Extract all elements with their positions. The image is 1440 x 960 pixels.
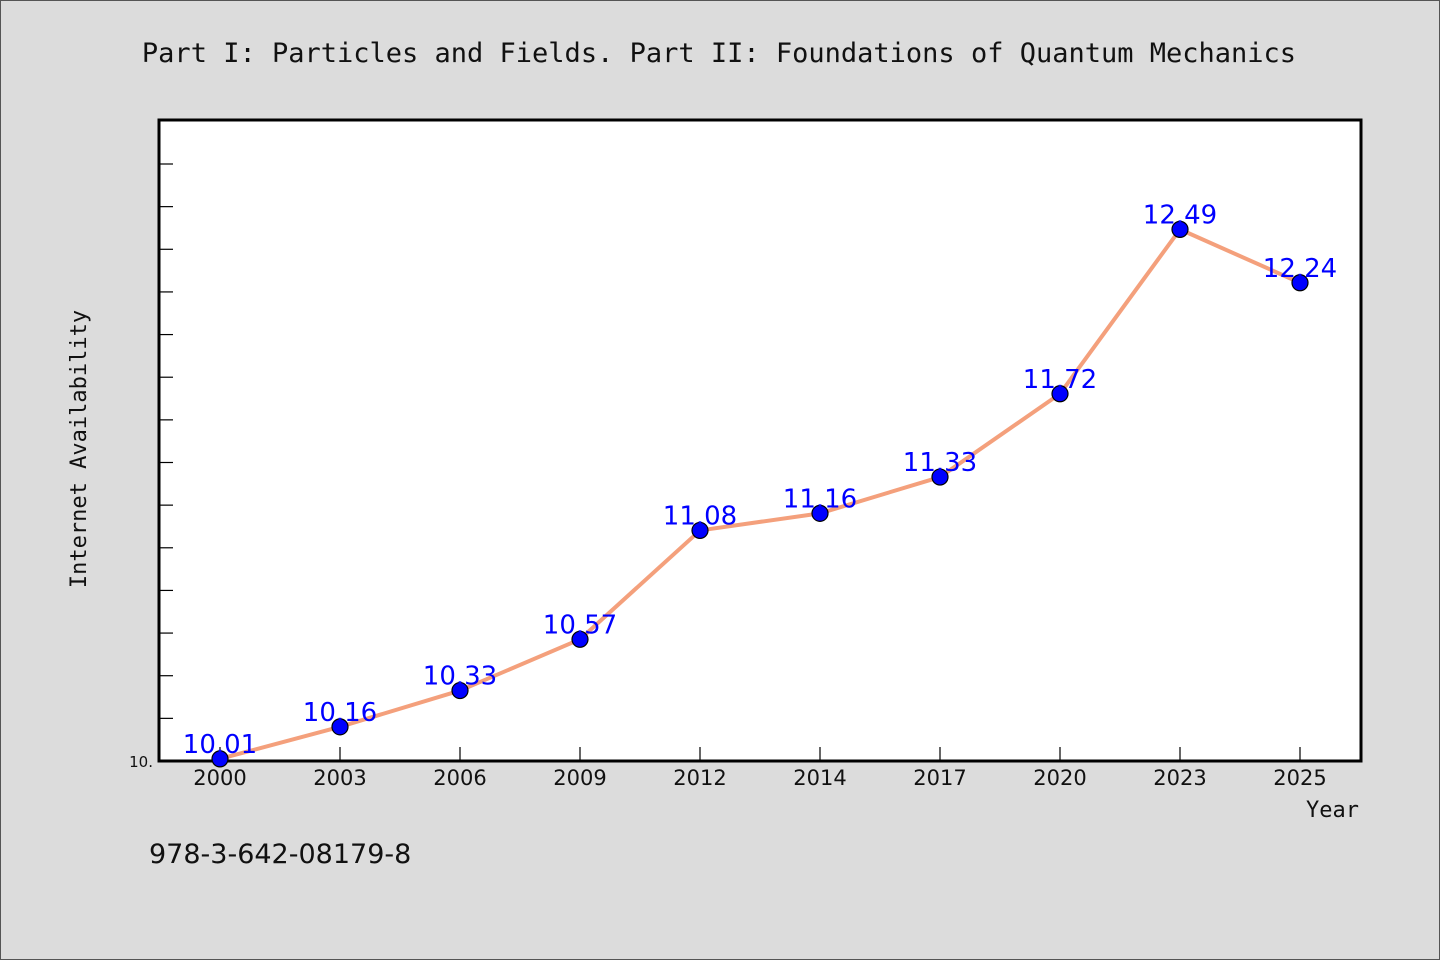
data-label: 11.33 — [903, 448, 977, 478]
x-tick-label: 2012 — [673, 766, 726, 790]
data-point — [211, 750, 229, 768]
data-label: 11.16 — [783, 484, 857, 514]
data-point — [1291, 274, 1309, 292]
data-point — [931, 468, 949, 486]
data-label: 10.01 — [183, 730, 257, 760]
series-layer — [211, 220, 1309, 768]
data-point — [1171, 220, 1189, 238]
data-point — [331, 718, 349, 736]
x-tick-label: 2020 — [1033, 766, 1086, 790]
chart-title: Part I: Particles and Fields. Part II: F… — [142, 38, 1296, 69]
isbn-footnote: 978-3-642-08179-8 — [149, 839, 411, 870]
y-minor-ticks — [159, 163, 173, 762]
data-point — [451, 681, 469, 700]
y-axis-label: Internet Availability — [67, 310, 92, 588]
data-label: 12.24 — [1263, 254, 1337, 284]
x-tick-label: 2003 — [313, 766, 366, 790]
data-label: 12.49 — [1143, 200, 1217, 230]
data-point — [1051, 385, 1069, 403]
x-axis-label: Year — [1306, 798, 1359, 823]
x-tick-label: 2023 — [1153, 766, 1206, 790]
plot-area — [157, 118, 1363, 763]
data-label: 11.08 — [663, 501, 737, 531]
data-point — [811, 504, 829, 522]
y-tick-label: 10. — [129, 753, 153, 771]
data-point — [691, 521, 709, 540]
data-label: 10.16 — [303, 698, 377, 728]
x-tick-label: 2014 — [793, 766, 846, 790]
data-label: 10.57 — [543, 610, 617, 640]
x-tick-label: 2025 — [1273, 766, 1326, 790]
data-label: 10.33 — [423, 662, 497, 692]
data-label-layer: 10.01 10.16 10.33 10.57 11.08 11.16 11.33 11.72… — [183, 200, 1337, 759]
x-tick-label: 2006 — [433, 766, 486, 790]
x-tick-label: 2000 — [193, 766, 246, 790]
x-axis-ticks: 2000 2003 2006 2009 2012 2014 2017 2020 2023 2025 — [193, 747, 1327, 790]
x-tick-label: 2017 — [913, 766, 966, 790]
data-point — [571, 630, 589, 648]
data-label: 11.72 — [1023, 365, 1097, 395]
series-line — [218, 227, 1302, 761]
x-tick-label: 2009 — [553, 766, 606, 790]
